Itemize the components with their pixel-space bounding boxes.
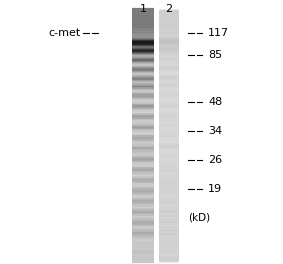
Text: 85: 85 [208, 50, 222, 60]
Text: c-met: c-met [48, 28, 81, 38]
Text: 34: 34 [208, 126, 222, 136]
Text: (kD): (kD) [188, 213, 210, 223]
Text: 1: 1 [140, 4, 146, 14]
Text: 48: 48 [208, 97, 222, 107]
Text: 19: 19 [208, 184, 222, 194]
Text: 2: 2 [165, 4, 172, 14]
Text: 117: 117 [208, 28, 229, 38]
Text: 26: 26 [208, 155, 222, 165]
